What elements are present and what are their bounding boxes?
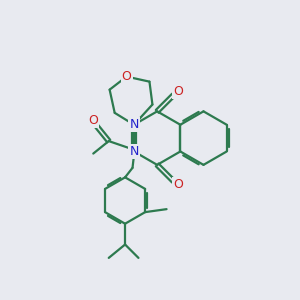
Text: O: O [173, 178, 183, 191]
Text: O: O [122, 70, 131, 83]
Text: N: N [129, 145, 139, 158]
Text: O: O [88, 114, 98, 127]
Text: O: O [173, 85, 183, 98]
Text: N: N [129, 118, 139, 131]
